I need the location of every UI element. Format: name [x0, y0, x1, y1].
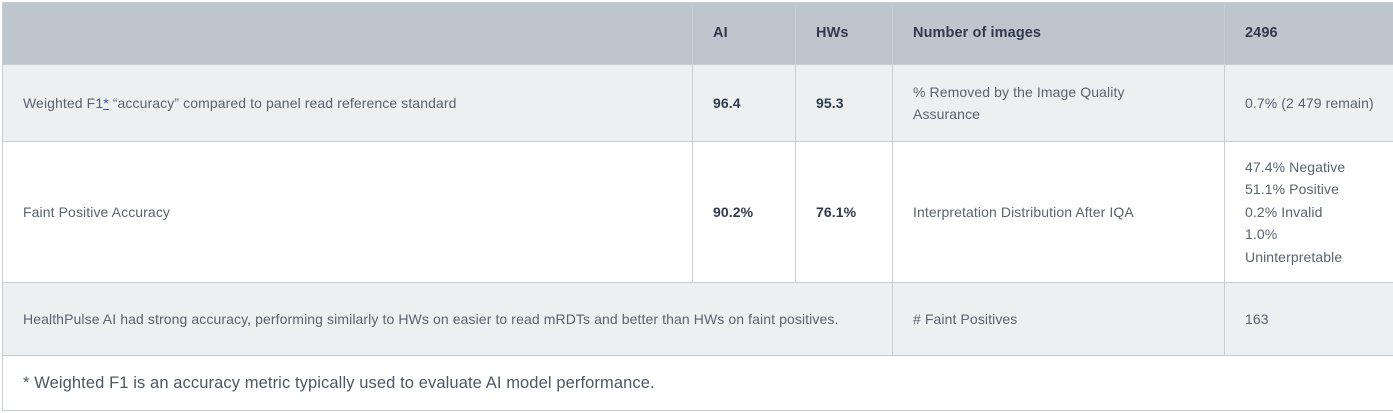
metric-weighted-f1: Weighted F1* “accuracy” compared to pane…	[3, 65, 693, 142]
stat-label-interpretation-distribution: Interpretation Distribution After IQA	[893, 142, 1225, 283]
stat-value-interpretation-distribution: 47.4% Negative 51.1% Positive 0.2% Inval…	[1225, 142, 1393, 283]
stat-label-faint-positives: # Faint Positives	[893, 282, 1225, 355]
weighted-f1-hws-value: 95.3	[796, 65, 893, 142]
metric-faint-positive: Faint Positive Accuracy	[3, 142, 693, 283]
stat-value-faint-positives: 163	[1225, 282, 1393, 355]
header-hws: HWs	[796, 3, 893, 65]
table-row-summary: HealthPulse AI had strong accuracy, perf…	[3, 282, 1393, 355]
stat-label-iqa-removed: % Removed by the Image Quality Assurance	[893, 65, 1225, 142]
stat-value-iqa-removed: 0.7% (2 479 remain)	[1225, 65, 1393, 142]
table-footnote-row: * Weighted F1 is an accuracy metric typi…	[3, 355, 1393, 410]
header-ai: AI	[693, 3, 796, 65]
faint-positive-ai-value: 90.2%	[693, 142, 796, 283]
metric-weighted-f1-suffix: “accuracy” compared to panel read refere…	[109, 95, 457, 111]
header-metric-empty	[3, 3, 693, 65]
header-number-of-images: Number of images	[893, 3, 1225, 65]
stat-label-iqa-removed-text: % Removed by the Image Quality Assurance	[913, 81, 1183, 126]
table-header-row: AI HWs Number of images 2496	[3, 3, 1393, 65]
table-row-weighted-f1: Weighted F1* “accuracy” compared to pane…	[3, 65, 1393, 142]
summary-text: HealthPulse AI had strong accuracy, perf…	[3, 282, 893, 355]
table-row-faint-positive: Faint Positive Accuracy 90.2% 76.1% Inte…	[3, 142, 1393, 283]
metric-weighted-f1-text: Weighted F1	[23, 95, 103, 111]
faint-positive-hws-value: 76.1%	[796, 142, 893, 283]
header-total-images: 2496	[1225, 3, 1393, 65]
weighted-f1-ai-value: 96.4	[693, 65, 796, 142]
footnote-text: * Weighted F1 is an accuracy metric typi…	[3, 355, 1393, 410]
